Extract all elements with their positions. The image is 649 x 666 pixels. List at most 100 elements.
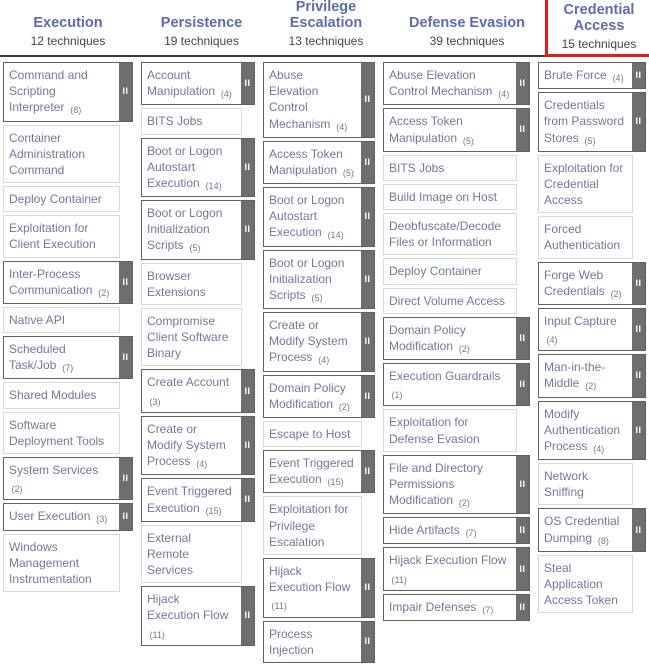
technique-cell[interactable]: System Services (2) II bbox=[3, 457, 133, 501]
technique-cell[interactable]: External Remote Services bbox=[141, 524, 242, 584]
technique-cell[interactable]: Exploitation for Client Execution bbox=[3, 215, 120, 258]
technique-cell[interactable]: User Execution (3) II bbox=[3, 503, 133, 531]
technique-cell[interactable]: Create Account (3) II bbox=[141, 369, 255, 413]
subtechniques-expand-handle[interactable]: II bbox=[361, 141, 374, 184]
subtechniques-expand-handle[interactable]: II bbox=[361, 558, 374, 617]
subtechniques-expand-handle[interactable]: II bbox=[632, 93, 645, 151]
technique-cell[interactable]: Software Deployment Tools bbox=[3, 411, 120, 455]
technique-cell[interactable]: Domain Policy Modification (2) II bbox=[383, 316, 530, 361]
subtechniques-expand-handle[interactable]: II bbox=[361, 63, 374, 137]
technique-cell[interactable]: Forced Authentication bbox=[538, 216, 633, 259]
subtechniques-expand-handle[interactable]: II bbox=[241, 63, 254, 105]
technique-cell[interactable]: Container Administration Command bbox=[3, 124, 120, 184]
technique-cell[interactable]: Hijack Execution Flow (11) II bbox=[263, 557, 375, 618]
subtechniques-expand-handle[interactable]: II bbox=[516, 594, 529, 620]
technique-cell[interactable]: OS Credential Dumping (8) II bbox=[538, 508, 646, 552]
technique-cell[interactable]: Modify Authentication Process (4) II bbox=[538, 400, 646, 461]
technique-cell[interactable]: Windows Management Instrumentation bbox=[3, 533, 120, 593]
tactic-header-credential-access[interactable]: Credential Access 15 techniques bbox=[545, 0, 649, 57]
subtechniques-expand-handle[interactable]: II bbox=[241, 479, 254, 521]
subtechniques-expand-handle[interactable]: II bbox=[516, 455, 529, 514]
technique-cell[interactable]: Command and Scripting Interpreter (8) II bbox=[3, 62, 133, 122]
technique-cell[interactable]: Direct Volume Access bbox=[383, 287, 517, 314]
technique-cell[interactable]: Access Token Manipulation (5) II bbox=[383, 108, 530, 152]
technique-cell[interactable]: Impair Defenses (7) II bbox=[383, 593, 530, 621]
subtechniques-expand-handle[interactable]: II bbox=[119, 458, 132, 500]
subtechniques-expand-handle[interactable]: II bbox=[516, 109, 529, 151]
tactic-header-privilege-escalation[interactable]: Privilege Escalation 13 techniques bbox=[270, 0, 382, 55]
technique-cell[interactable]: Deobfuscate/Decode Files or Information bbox=[383, 213, 517, 256]
subtechniques-expand-handle[interactable]: II bbox=[119, 504, 132, 530]
technique-cell[interactable]: Event Triggered Execution (15) II bbox=[263, 450, 375, 494]
subtechniques-expand-handle[interactable]: II bbox=[361, 188, 374, 246]
technique-cell[interactable]: Forge Web Credentials (2) II bbox=[538, 261, 646, 305]
technique-cell[interactable]: Create or Modify System Process (4) II bbox=[263, 312, 375, 372]
technique-cell[interactable]: Deploy Container bbox=[3, 186, 120, 213]
subtechniques-expand-handle[interactable]: II bbox=[361, 621, 374, 662]
technique-cell[interactable]: Process Injection II bbox=[263, 620, 375, 663]
subtechniques-expand-handle[interactable]: II bbox=[516, 548, 529, 590]
technique-cell[interactable]: Deploy Container bbox=[383, 258, 517, 285]
subtechniques-expand-handle[interactable]: II bbox=[361, 250, 374, 309]
subtechniques-expand-handle[interactable]: II bbox=[361, 451, 374, 493]
subtechniques-expand-handle[interactable]: II bbox=[632, 63, 645, 89]
technique-cell[interactable]: Compromise Client Software Binary bbox=[141, 307, 242, 367]
technique-cell[interactable]: File and Directory Permissions Modificat… bbox=[383, 454, 530, 515]
technique-cell[interactable]: Exploitation for Privilege Escalation bbox=[263, 496, 362, 555]
subtechniques-expand-handle[interactable]: II bbox=[361, 375, 374, 417]
subtechniques-expand-handle[interactable]: II bbox=[632, 308, 645, 351]
subtechniques-expand-handle[interactable]: II bbox=[119, 63, 132, 121]
technique-cell[interactable]: Inter-Process Communication (2) II bbox=[3, 260, 133, 304]
subtechniques-expand-handle[interactable]: II bbox=[241, 201, 254, 259]
technique-cell[interactable]: Browser Extensions bbox=[141, 262, 242, 305]
tactic-header-execution[interactable]: Execution 12 techniques bbox=[3, 15, 133, 55]
technique-cell[interactable]: Access Token Manipulation (5) II bbox=[263, 140, 375, 185]
technique-cell[interactable]: Account Manipulation (4) II bbox=[141, 62, 255, 106]
technique-cell[interactable]: Network Sniffing bbox=[538, 463, 633, 506]
subtechniques-expand-handle[interactable]: II bbox=[119, 261, 132, 303]
technique-cell[interactable]: Escape to Host bbox=[263, 420, 362, 448]
subtechniques-expand-handle[interactable]: II bbox=[241, 416, 254, 475]
technique-cell[interactable]: Exploitation for Defense Evasion bbox=[383, 409, 517, 452]
subtechniques-expand-handle[interactable]: II bbox=[632, 355, 645, 397]
technique-cell[interactable]: Boot or Logon Autostart Execution (14) II bbox=[263, 187, 375, 247]
subtechniques-expand-handle[interactable]: II bbox=[119, 337, 132, 379]
subtechniques-expand-handle[interactable]: II bbox=[241, 370, 254, 412]
technique-cell[interactable]: Native API bbox=[3, 306, 120, 334]
technique-cell[interactable]: Credentials from Password Stores (5) II bbox=[538, 92, 646, 152]
technique-cell[interactable]: Hijack Execution Flow (11) II bbox=[383, 547, 530, 591]
subtechniques-expand-handle[interactable]: II bbox=[516, 317, 529, 360]
technique-cell[interactable]: Exploitation for Credential Access bbox=[538, 154, 633, 214]
technique-cell[interactable]: Steal Application Access Token bbox=[538, 554, 633, 614]
technique-cell[interactable]: Create or Modify System Process (4) II bbox=[141, 415, 255, 476]
tactic-header-defense-evasion[interactable]: Defense Evasion 39 techniques bbox=[394, 15, 541, 55]
technique-cell[interactable]: BITS Jobs bbox=[383, 154, 517, 181]
technique-cell[interactable]: Event Triggered Execution (15) II bbox=[141, 478, 255, 522]
technique-cell[interactable]: Build Image on Host bbox=[383, 183, 517, 211]
technique-cell[interactable]: BITS Jobs bbox=[141, 108, 242, 135]
subtechniques-expand-handle[interactable]: II bbox=[632, 401, 645, 460]
subtechniques-expand-handle[interactable]: II bbox=[516, 364, 529, 406]
technique-cell[interactable]: Boot or Logon Autostart Execution (14) II bbox=[141, 137, 255, 198]
subtechniques-expand-handle[interactable]: II bbox=[516, 63, 529, 105]
technique-cell[interactable]: Man-in-the-Middle (2) II bbox=[538, 354, 646, 398]
technique-cell[interactable]: Hijack Execution Flow (11) II bbox=[141, 586, 255, 646]
subtechniques-expand-handle[interactable]: II bbox=[516, 518, 529, 544]
technique-cell[interactable]: Hide Artifacts (7) II bbox=[383, 517, 530, 545]
technique-cell[interactable]: Brute Force (4) II bbox=[538, 62, 646, 90]
subtechniques-expand-handle[interactable]: II bbox=[241, 138, 254, 197]
technique-cell[interactable]: Abuse Elevation Control Mechanism (4) II bbox=[263, 62, 375, 138]
technique-cell[interactable]: Shared Modules bbox=[3, 382, 120, 409]
tactic-header-persistence[interactable]: Persistence 19 techniques bbox=[145, 15, 259, 55]
subtechniques-expand-handle[interactable]: II bbox=[241, 587, 254, 645]
technique-cell[interactable]: Domain Policy Modification (2) II bbox=[263, 374, 375, 418]
subtechniques-expand-handle[interactable]: II bbox=[632, 262, 645, 304]
technique-cell[interactable]: Scheduled Task/Job (7) II bbox=[3, 336, 133, 380]
technique-cell[interactable]: Abuse Elevation Control Mechanism (4) II bbox=[383, 62, 530, 106]
subtechniques-expand-handle[interactable]: II bbox=[632, 509, 645, 551]
subtechniques-expand-handle[interactable]: II bbox=[361, 313, 374, 371]
technique-cell[interactable]: Execution Guardrails (1) II bbox=[383, 363, 530, 407]
technique-cell[interactable]: Boot or Logon Initialization Scripts (5)… bbox=[263, 249, 375, 310]
technique-cell[interactable]: Boot or Logon Initialization Scripts (5)… bbox=[141, 200, 255, 260]
technique-cell[interactable]: Input Capture (4) II bbox=[538, 307, 646, 352]
